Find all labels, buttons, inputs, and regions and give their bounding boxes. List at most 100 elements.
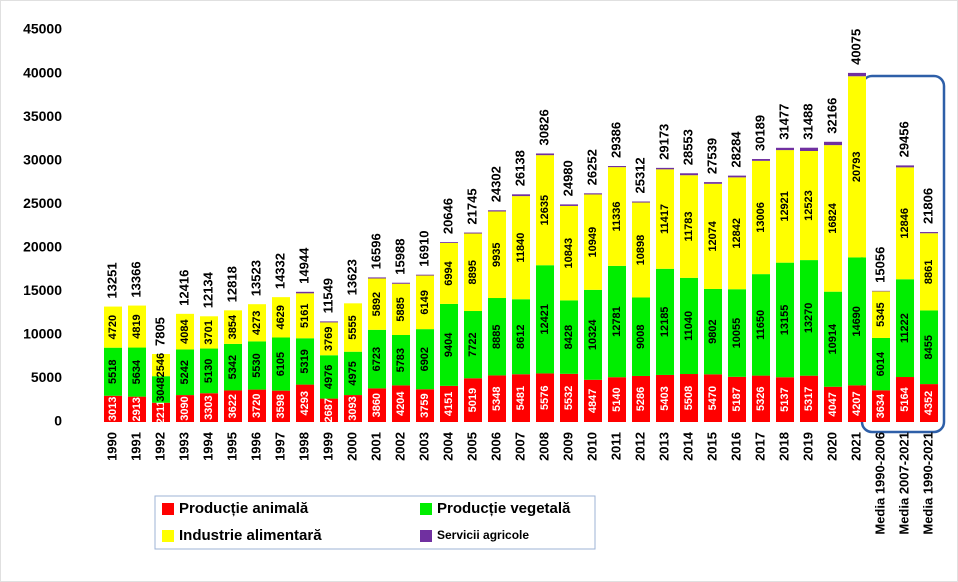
x-tick-label: 1997 [272,432,287,461]
legend-label: Servicii agricole [437,528,529,542]
total-label: 13251 [104,262,119,298]
data-label: 9802 [707,319,719,343]
y-tick-label: 0 [54,413,62,429]
bar-segment [536,153,554,156]
data-label: 3701 [203,320,215,344]
bar-segment [440,242,458,304]
total-label: 28284 [728,131,743,168]
data-label: 8885 [491,324,503,348]
data-label: 5403 [659,386,671,410]
total-label: 12416 [176,270,191,306]
x-tick-label: 1992 [152,432,167,461]
total-label: 31488 [800,104,815,140]
bar-segment [320,355,338,399]
bar-segment [272,337,290,391]
data-label: 10324 [587,319,599,350]
bar-segment [632,297,650,376]
bar-segment [224,390,242,422]
data-label: 9008 [635,324,647,348]
data-label: 3860 [371,393,383,417]
total-label: 20646 [440,198,455,234]
bar-segment [152,402,170,422]
bar-segment [200,348,218,394]
bar-segment [512,196,530,300]
data-label: 6105 [275,352,287,376]
data-label: 10055 [731,318,743,349]
x-tick-label: 2020 [824,432,839,461]
bar-segment [920,310,938,385]
bar-segment [632,375,650,422]
x-tick-label: 2017 [752,432,767,461]
x-tick-label: 1994 [200,431,215,461]
data-label: 12523 [803,190,815,221]
bar-segment [416,274,434,276]
bar-segment [824,386,842,422]
data-label: 2546 [155,353,167,377]
x-tick-label: 2010 [584,432,599,461]
bar-segment [296,291,314,294]
data-label: 13270 [803,303,815,334]
bar-segment [392,283,410,336]
data-label: 2687 [323,398,335,422]
bar-segment [392,335,410,386]
bar-segment [752,159,770,161]
x-tick-label: 2019 [800,432,815,461]
total-label: 7805 [152,317,167,346]
bar-segment [152,354,170,377]
data-label: 4819 [131,314,143,338]
total-label: 26252 [584,149,599,185]
total-label: 13523 [248,260,263,296]
bar-segment [416,329,434,390]
total-label: 32166 [824,98,839,134]
bar-segment [296,293,314,339]
bar-segment [896,165,914,168]
data-label: 5885 [395,297,407,321]
x-tick-label: 1993 [176,432,191,461]
data-label: 10843 [563,238,575,269]
x-tick-label: 1990 [104,432,119,461]
bar-segment [224,343,242,391]
data-label: 5470 [707,386,719,410]
x-tick-label: Media 2007-2021 [896,432,911,535]
data-label: 3759 [419,393,431,417]
data-label: 6994 [443,260,455,285]
bar-segment [848,76,866,258]
x-tick-label: 2012 [632,432,647,461]
bar-segment [608,377,626,422]
bar-segment [368,329,386,389]
total-label: 31477 [776,104,791,140]
bar-segment [176,349,194,396]
data-label: 5286 [635,387,647,411]
y-tick-label: 10000 [23,326,62,342]
bar-segment [680,173,698,176]
data-label: 12842 [731,218,743,249]
data-label: 5634 [131,359,143,384]
bar-segment [848,257,866,386]
data-label: 12921 [779,191,791,222]
bar-segment [728,175,746,178]
x-tick-label: Media 1990-2006 [872,432,887,535]
y-tick-label: 20000 [23,238,62,254]
x-tick-label: 1995 [224,432,239,461]
bar-segment [416,275,434,330]
bar-segment [560,205,578,301]
total-label: 21806 [920,188,935,224]
data-label: 13006 [755,202,767,233]
bar-segment [488,211,506,299]
data-label: 12781 [611,306,623,337]
x-tick-label: 2004 [440,431,455,461]
x-tick-label: 2018 [776,432,791,461]
data-label: 4847 [587,389,599,413]
x-tick-label: 2015 [704,432,719,461]
bar-segment [776,377,794,422]
data-label: 11417 [659,204,671,234]
data-label: 3634 [875,393,887,418]
bar-segment [272,297,290,338]
bar-segment [488,375,506,422]
data-label: 4975 [347,361,359,385]
bar-segment [800,147,818,151]
data-label: 20793 [851,152,863,183]
data-label: 5345 [875,302,887,326]
bar-segment [704,183,722,289]
bar-segment [224,310,242,344]
